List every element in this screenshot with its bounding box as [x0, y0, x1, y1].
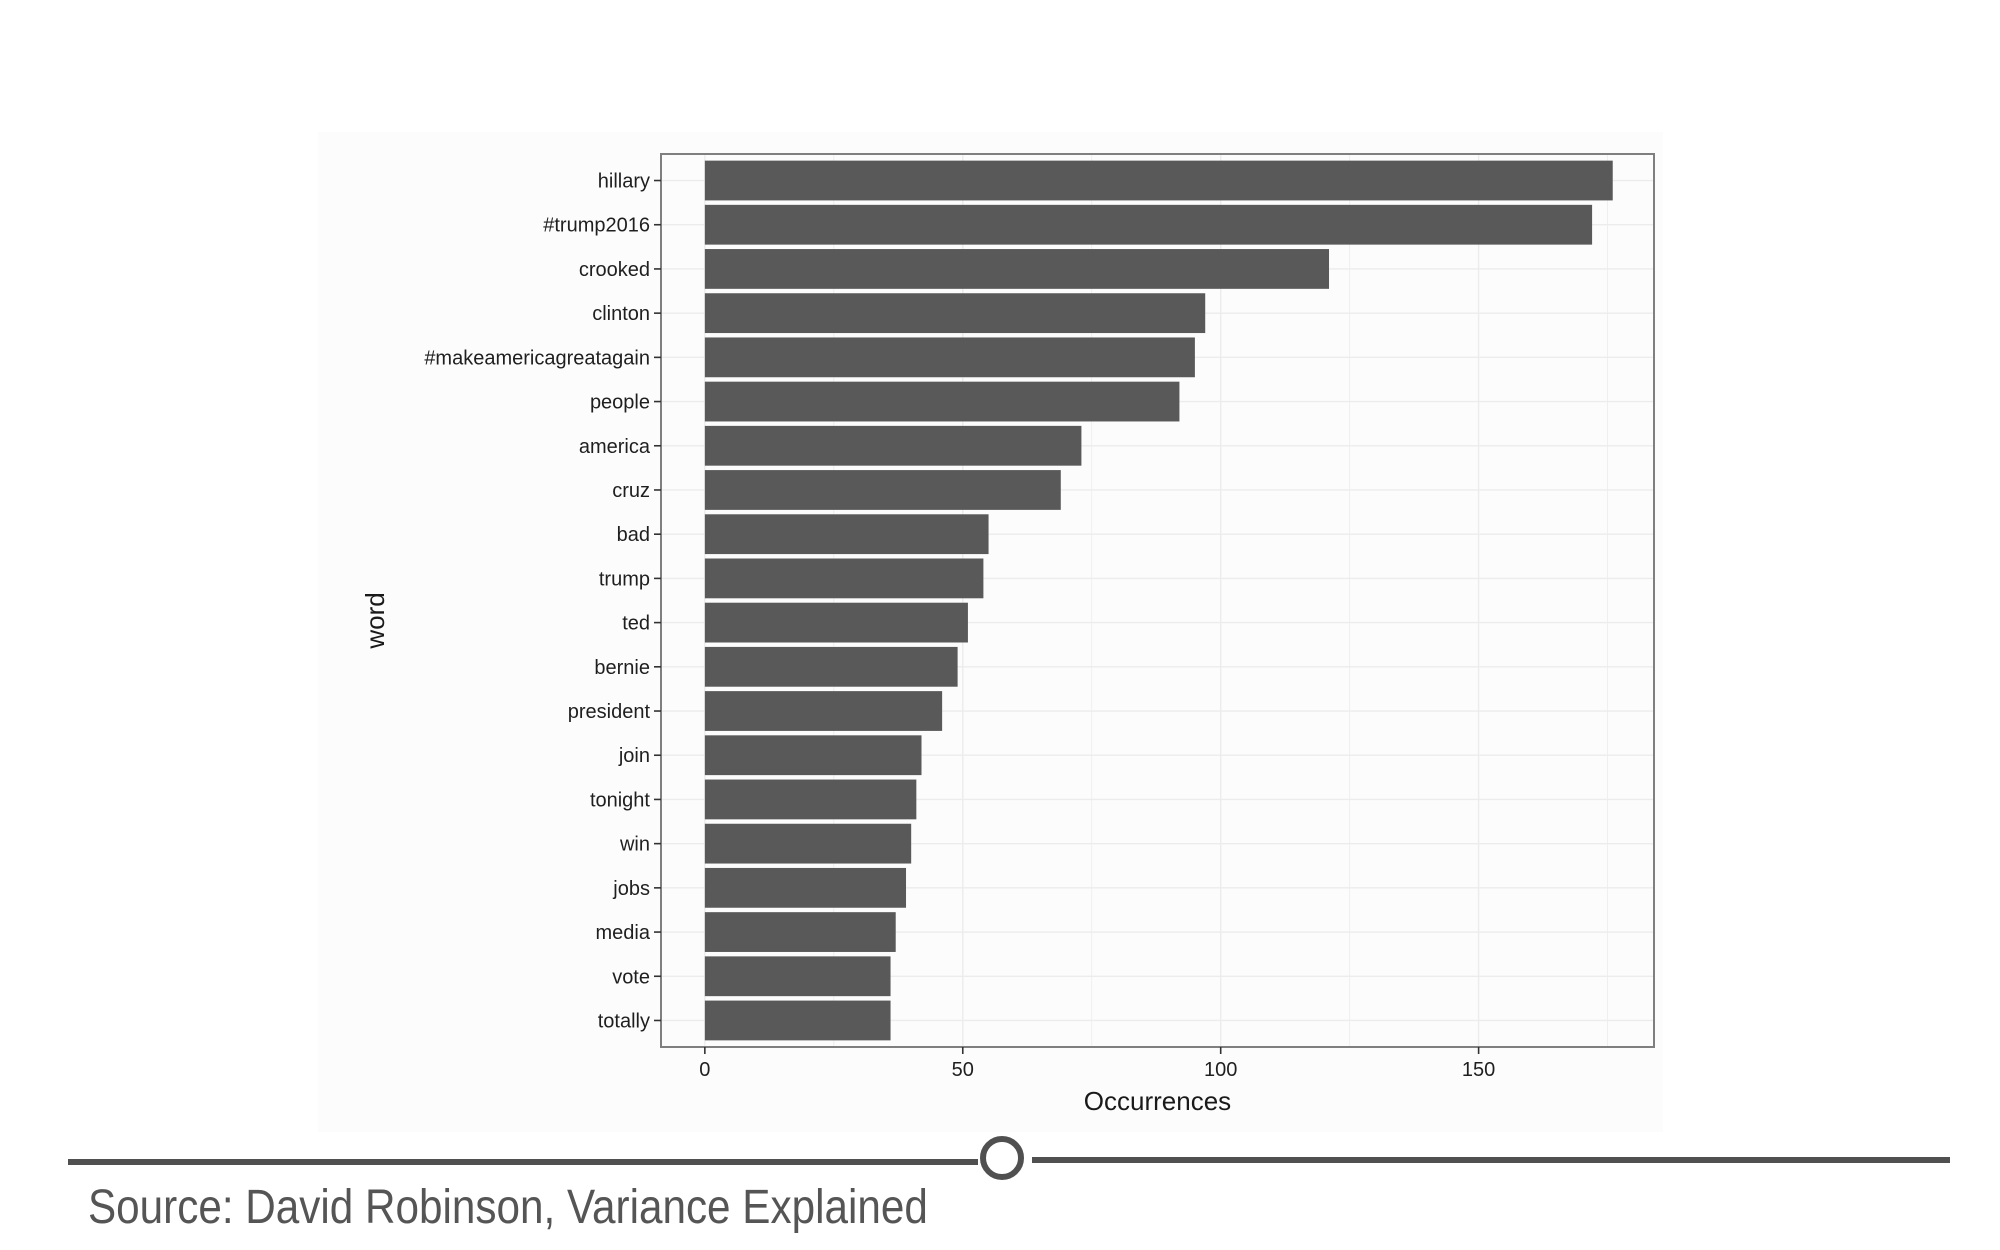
y-tick-label: vote: [612, 966, 650, 988]
chart-svg: hillary #trump2016 crooked clinton #makeamer…: [360, 153, 1655, 1116]
y-tick-label: trump: [599, 568, 650, 590]
y-tick-label: people: [590, 392, 650, 414]
bar: [704, 470, 1061, 510]
y-tick-label: crooked: [579, 259, 650, 281]
y-tick-label: ted: [622, 613, 650, 635]
y-tick-label: clinton: [592, 303, 650, 325]
x-axis: 0 50 100 150: [699, 1047, 1495, 1081]
slider-track-left[interactable]: [68, 1159, 978, 1165]
bar: [704, 912, 896, 952]
y-tick-label: bad: [617, 524, 650, 546]
bar: [704, 558, 984, 599]
bar: [704, 381, 1180, 422]
x-tick-label: 50: [952, 1059, 974, 1081]
x-tick-label: 150: [1462, 1059, 1495, 1081]
bar: [704, 204, 1593, 245]
bar: [704, 779, 917, 820]
panel-border: [660, 153, 1655, 1048]
bar: [704, 956, 891, 997]
x-tick-label: 100: [1204, 1059, 1237, 1081]
y-tick-label: america: [579, 436, 651, 458]
bar: [704, 293, 1206, 334]
bar: [704, 425, 1082, 466]
x-axis-title: Occurrences: [1084, 1086, 1231, 1116]
y-axis: hillary #trump2016 crooked clinton #makeamer…: [424, 171, 661, 1032]
y-tick-label: hillary: [598, 171, 650, 193]
slider-handle[interactable]: [980, 1136, 1024, 1180]
bar: [704, 1000, 891, 1041]
bar: [704, 691, 943, 731]
y-tick-label: #trump2016: [543, 215, 650, 237]
y-tick-label: join: [618, 745, 650, 767]
y-tick-label: totally: [598, 1010, 650, 1032]
y-tick-label: jobs: [612, 878, 650, 900]
bar: [704, 337, 1195, 378]
bars: [704, 160, 1613, 1041]
y-tick-label: win: [619, 834, 650, 856]
bar-chart: hillary #trump2016 crooked clinton #makeamer…: [318, 132, 1663, 1132]
y-tick-label: #makeamericagreatagain: [424, 347, 650, 369]
bar: [704, 735, 922, 776]
slider-track-right[interactable]: [1032, 1157, 1950, 1163]
bar: [704, 646, 958, 687]
y-tick-label: president: [568, 701, 651, 723]
source-caption: Source: David Robinson, Variance Explain…: [88, 1181, 928, 1234]
x-tick-label: 0: [699, 1059, 710, 1081]
y-axis-title: word: [360, 592, 390, 649]
bar: [704, 867, 907, 908]
bar: [704, 823, 912, 864]
bar: [704, 160, 1613, 201]
y-tick-label: cruz: [612, 480, 650, 502]
y-tick-label: media: [596, 922, 651, 944]
bar: [704, 249, 1330, 289]
bar: [704, 514, 989, 555]
y-tick-label: bernie: [594, 657, 650, 679]
bar: [704, 602, 968, 643]
y-tick-label: tonight: [590, 789, 650, 811]
